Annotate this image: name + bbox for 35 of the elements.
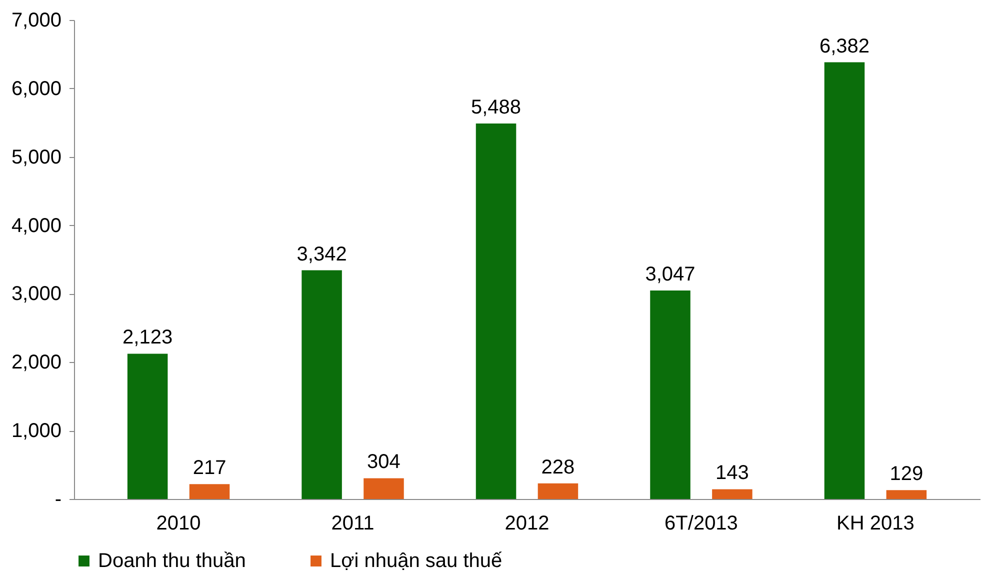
bar (712, 489, 752, 499)
data-label: 217 (192, 457, 226, 480)
data-label: 304 (367, 451, 400, 474)
x-tick-label: KH 2013 (836, 512, 914, 534)
bar (302, 270, 342, 499)
x-tick-label: 2010 (156, 512, 201, 534)
y-tick-label: 7,000 (11, 10, 62, 32)
bar (476, 123, 516, 499)
y-tick-label: 3,000 (11, 283, 62, 306)
bar (189, 484, 230, 499)
y-tick-label: 4,000 (11, 214, 62, 237)
data-label: 129 (890, 463, 924, 486)
bar (824, 62, 865, 499)
bar (886, 490, 927, 499)
y-tick-label: 6,000 (11, 78, 62, 100)
data-label: 228 (541, 456, 575, 478)
data-label: 2,123 (122, 326, 173, 349)
y-tick-label: - (54, 488, 62, 510)
bar (127, 354, 168, 499)
data-label: 5,488 (470, 96, 522, 118)
y-tick-label: 5,000 (11, 146, 62, 168)
data-label: 3,047 (645, 264, 696, 286)
bar (538, 483, 578, 499)
y-tick-label: 1,000 (11, 420, 62, 442)
bar (364, 478, 404, 499)
data-label: 6,382 (819, 35, 870, 58)
data-label: 3,342 (296, 243, 347, 266)
x-tick-label: 6T/2013 (664, 512, 738, 534)
x-tick-label: 2011 (331, 512, 374, 534)
bar (650, 290, 690, 499)
y-tick-label: 2,000 (11, 352, 62, 374)
legend-label: Lợi nhuận sau thuế (330, 550, 502, 572)
x-tick-label: 2012 (504, 512, 550, 534)
legend-label: Doanh thu thuần (98, 550, 246, 572)
data-label: 143 (716, 462, 749, 484)
